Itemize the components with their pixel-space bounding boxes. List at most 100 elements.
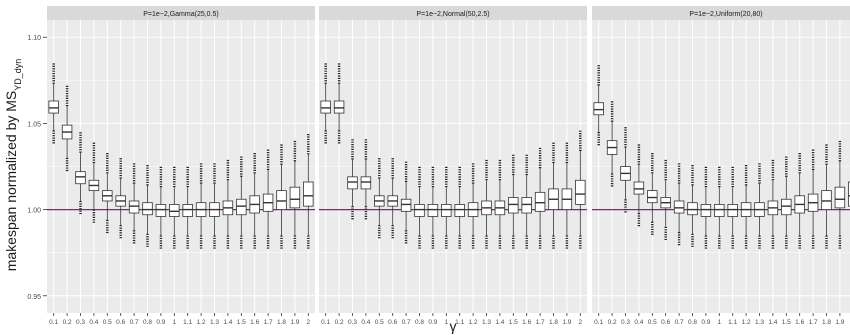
x-tick-label: 1.9 <box>835 319 844 326</box>
facet-strip-title: P=1e−2,Gamma(25,0.5) <box>143 11 219 18</box>
x-tick-label: 1.8 <box>822 319 831 326</box>
box-1.7 <box>534 147 546 250</box>
box-1.3 <box>481 159 492 250</box>
x-tick-label: 0.9 <box>428 319 437 326</box>
box-body <box>414 204 425 217</box>
x-tick-label: 0.9 <box>156 319 165 326</box>
x-tick-label: 0.6 <box>661 319 670 326</box>
box-body <box>276 190 287 210</box>
x-tick-label: 0.3 <box>76 319 85 326</box>
box-body <box>236 198 247 216</box>
x-tick-label: 0.6 <box>388 319 397 326</box>
box-0.5 <box>102 152 113 234</box>
box-1.9 <box>561 142 573 250</box>
x-tick-label: 1.9 <box>562 319 571 326</box>
facet-strip-title: P=1e−2,Normal(50,2.5) <box>416 11 489 18</box>
box-body <box>575 179 586 205</box>
box-1 <box>714 166 725 250</box>
box-body <box>534 191 546 212</box>
box-body <box>508 197 519 214</box>
box-0.6 <box>660 159 671 241</box>
box-2 <box>575 130 586 250</box>
box-1.5 <box>236 156 247 250</box>
box-1.5 <box>508 154 519 250</box>
x-tick-label: 0.9 <box>701 319 710 326</box>
x-tick-label: 1.7 <box>264 319 273 326</box>
x-tick-label: 0.1 <box>49 319 58 326</box>
box-0.6 <box>115 157 126 239</box>
x-tick-label: 1.5 <box>237 319 246 326</box>
box-body <box>633 181 645 195</box>
box-1.2 <box>467 163 479 250</box>
facet-strip <box>592 6 850 20</box>
box-1.9 <box>289 140 301 250</box>
x-tick-label: 1.6 <box>795 319 804 326</box>
box-body <box>441 204 452 217</box>
box-0.7 <box>673 163 685 246</box>
facet-panel-3: P=1e−2,Uniform(20,80) 0.1 0.2 0.3 0.4 0.5 0.6 0… <box>592 6 850 326</box>
x-tick-label: 0.6 <box>116 319 125 326</box>
x-tick-label: 1.6 <box>522 319 531 326</box>
x-tick-label: 1.9 <box>290 319 299 326</box>
box-1.2 <box>740 164 752 250</box>
x-tick-label: 1.8 <box>277 319 286 326</box>
box-1.4 <box>767 159 779 250</box>
box-1 <box>441 166 452 250</box>
x-tick-label: 1.3 <box>482 319 491 326</box>
box-1.1 <box>727 166 738 250</box>
y-axis: 0.95 1.00 1.05 1.10 <box>27 35 47 301</box>
x-axis-title: γ <box>450 318 457 334</box>
box-body <box>289 186 301 209</box>
box-1 <box>169 166 180 250</box>
box-1.2 <box>195 163 207 250</box>
box-0.6 <box>387 157 398 239</box>
box-1.3 <box>754 163 765 250</box>
box-body <box>687 202 698 216</box>
x-tick-label: 0.7 <box>675 319 684 326</box>
box-1.6 <box>794 152 805 250</box>
box-1.1 <box>182 166 193 250</box>
x-tick-label: 1.2 <box>469 319 478 326</box>
box-0.3 <box>620 126 631 214</box>
x-tick-label: 0.4 <box>634 319 643 326</box>
x-tick-label: 0.3 <box>348 319 357 326</box>
box-0.4 <box>360 138 372 220</box>
y-tick-label: 1.05 <box>27 121 41 128</box>
x-tick-label: 0.1 <box>594 319 603 326</box>
box-body <box>303 181 314 207</box>
box-1.3 <box>209 163 220 250</box>
box-body <box>320 100 331 114</box>
y-tick-label: 1.10 <box>27 35 41 42</box>
box-body <box>155 204 167 217</box>
box-0.9 <box>427 166 439 250</box>
x-tick-label: 1.3 <box>210 319 219 326</box>
box-1.7 <box>807 149 819 250</box>
x-tick-label: 1 <box>717 319 721 326</box>
x-tick-label: 1.4 <box>495 319 504 326</box>
box-0.8 <box>414 166 425 250</box>
box-body <box>142 202 153 216</box>
box-1.6 <box>249 152 260 250</box>
x-tick-label: 0.3 <box>621 319 630 326</box>
x-tick-label: 1.7 <box>536 319 545 326</box>
box-body <box>454 204 465 217</box>
box-0.3 <box>347 138 358 220</box>
x-tick-label: 2 <box>578 319 582 326</box>
box-1.9 <box>834 140 846 250</box>
x-tick-label: 1.4 <box>223 319 232 326</box>
box-body <box>714 204 725 217</box>
box-body <box>48 100 59 114</box>
box-body <box>128 200 140 214</box>
x-tick-label: 2 <box>306 319 310 326</box>
box-0.9 <box>155 166 167 250</box>
box-body <box>848 181 850 207</box>
x-tick-label: 0.1 <box>321 319 330 326</box>
box-0.1 <box>320 63 331 145</box>
x-tick-label: 1.5 <box>509 319 518 326</box>
facet-panel-2: P=1e−2,Normal(50,2.5) 0.1 0.2 0.3 0.4 0.5 0.6 0… <box>319 6 587 326</box>
x-tick-label: 0.4 <box>89 319 98 326</box>
box-body <box>727 204 738 217</box>
panels-layer: P=1e−2,Gamma(25,0.5) 0.1 0.2 0.3 0.4 0.5 0.6 0.… <box>47 6 850 326</box>
box-body <box>647 190 658 204</box>
